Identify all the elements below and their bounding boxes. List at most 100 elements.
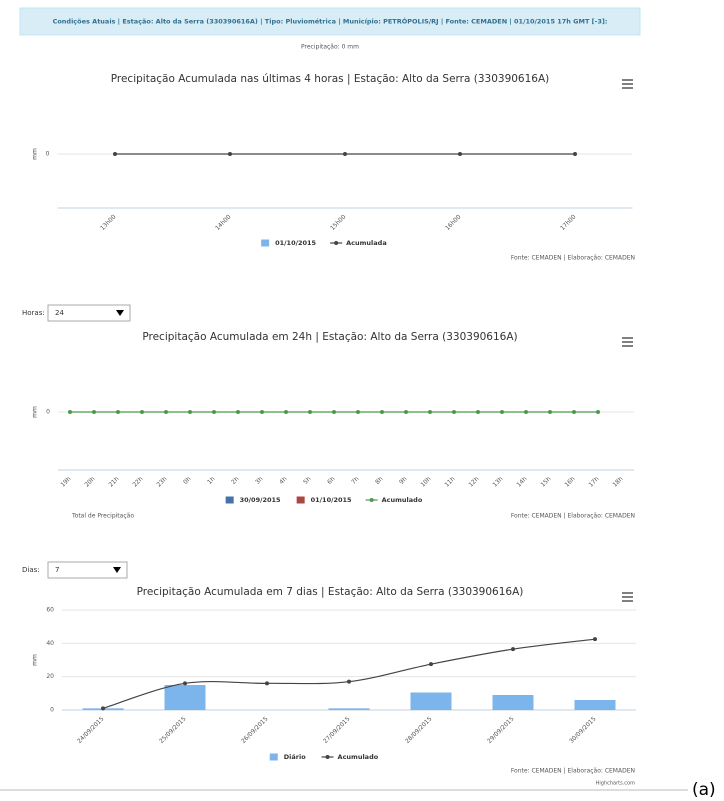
x-tick-label: 13h: [491, 475, 504, 488]
x-tick-label: 23h: [155, 475, 168, 488]
credits: Fonte: CEMADEN | Elaboração: CEMADEN: [511, 768, 635, 775]
x-tick-label: 16h: [563, 475, 576, 488]
point-marker: [500, 410, 504, 414]
x-tick-label: 4h: [278, 475, 288, 485]
point-marker: [458, 152, 462, 156]
legend-symbol: [261, 239, 270, 247]
status-box: [19, 7, 641, 36]
x-tick-label: 17h: [587, 475, 600, 488]
x-tick-label: 14h00: [214, 213, 233, 232]
point-marker: [476, 410, 480, 414]
x-tick-label: 24/09/2015: [76, 715, 106, 745]
point-marker: [164, 410, 168, 414]
point-marker: [356, 410, 360, 414]
point-marker: [236, 410, 240, 414]
point-marker: [183, 681, 187, 686]
y-axis-title: mm: [32, 406, 39, 418]
point-marker: [548, 410, 552, 414]
x-tick-label: 3h: [254, 475, 264, 485]
credits: Fonte: CEMADEN | Elaboração: CEMADEN: [511, 513, 635, 520]
bar: [164, 685, 206, 710]
bar: [410, 692, 452, 710]
point-marker: [308, 410, 312, 414]
point-marker: [380, 410, 384, 414]
x-tick-label: 21h: [107, 475, 120, 488]
legend-symbol: [296, 496, 305, 504]
point-marker: [140, 410, 144, 414]
chart-title: Precipitação Acumulada em 7 dias | Estaç…: [137, 586, 524, 598]
point-marker: [524, 410, 528, 414]
x-tick-label: 7h: [350, 475, 360, 485]
point-marker: [343, 152, 347, 156]
point-marker: [284, 410, 288, 414]
x-tick-label: 16h00: [444, 213, 463, 232]
y-axis-title: mm: [32, 654, 39, 666]
bar: [492, 695, 534, 710]
x-tick-label: 25/09/2015: [158, 715, 188, 745]
point-marker: [92, 410, 96, 414]
x-tick-label: 15h00: [329, 213, 348, 232]
point-marker: [260, 410, 264, 414]
point-marker: [511, 647, 515, 652]
x-tick-label: 0h: [182, 475, 192, 485]
y-tick-label: 0: [46, 409, 50, 416]
x-tick-label: 1h: [206, 475, 216, 485]
legend-label: 30/09/2015: [240, 496, 281, 504]
x-tick-label: 22h: [131, 475, 144, 488]
point-marker: [228, 152, 232, 156]
point-marker: [212, 410, 216, 414]
credits: Fonte: CEMADEN | Elaboração: CEMADEN: [511, 255, 635, 262]
point-marker: [573, 152, 577, 156]
x-tick-label: 2h: [230, 475, 240, 485]
x-tick-label: 12h: [467, 475, 480, 488]
point-marker: [101, 706, 105, 711]
select-arrow: [113, 567, 121, 573]
point-marker: [404, 410, 408, 414]
point-marker: [265, 681, 269, 686]
x-tick-label: 26/09/2015: [240, 715, 270, 745]
x-tick-label: 20h: [83, 475, 96, 488]
select[interactable]: [47, 561, 128, 579]
y-tick-label: 60: [46, 607, 54, 614]
point-marker: [593, 637, 597, 642]
point-marker: [452, 410, 456, 414]
legend-symbol: [325, 755, 330, 759]
x-tick-label: 29/09/2015: [486, 715, 516, 745]
y-tick-label: 0: [46, 151, 50, 158]
x-tick-label: 14h: [515, 475, 528, 488]
figure-label: (a): [692, 780, 716, 800]
point-marker: [429, 662, 433, 667]
note: Total de Precipitação: [71, 513, 134, 520]
status-text: Condições Atuais | Estação: Alto da Serr…: [53, 17, 608, 27]
x-tick-label: 11h: [443, 475, 456, 488]
point-marker: [332, 410, 336, 414]
x-tick-label: 30/09/2015: [568, 715, 598, 745]
x-tick-label: 18h: [611, 475, 624, 488]
legend-label: 01/10/2015: [311, 496, 352, 504]
control-label: Dias:: [22, 566, 40, 574]
y-tick-label: 40: [46, 640, 54, 647]
legend-symbol: [369, 498, 374, 502]
vendor-credit: Highcharts.com: [596, 781, 635, 787]
bar: [574, 700, 616, 710]
legend-label: Acumulada: [346, 239, 387, 247]
point-marker: [188, 410, 192, 414]
point-marker: [596, 410, 600, 414]
bar: [328, 708, 370, 710]
point-marker: [68, 410, 72, 414]
point-marker: [572, 410, 576, 414]
x-tick-label: 19h: [59, 475, 72, 488]
x-tick-label: 15h: [539, 475, 552, 488]
legend-symbol: [225, 496, 234, 504]
precipitation-text: Precipitação: 0 mm: [301, 44, 359, 51]
y-tick-label: 0: [50, 707, 54, 714]
point-marker: [116, 410, 120, 414]
select[interactable]: [47, 304, 131, 322]
x-tick-label: 9h: [398, 475, 408, 485]
select-arrow: [116, 310, 124, 316]
legend-symbol: [334, 241, 339, 245]
x-tick-label: 27/09/2015: [322, 715, 352, 745]
legend-label: Acumulado: [338, 753, 379, 761]
chart-title: Precipitação Acumulada nas últimas 4 hor…: [111, 73, 550, 85]
